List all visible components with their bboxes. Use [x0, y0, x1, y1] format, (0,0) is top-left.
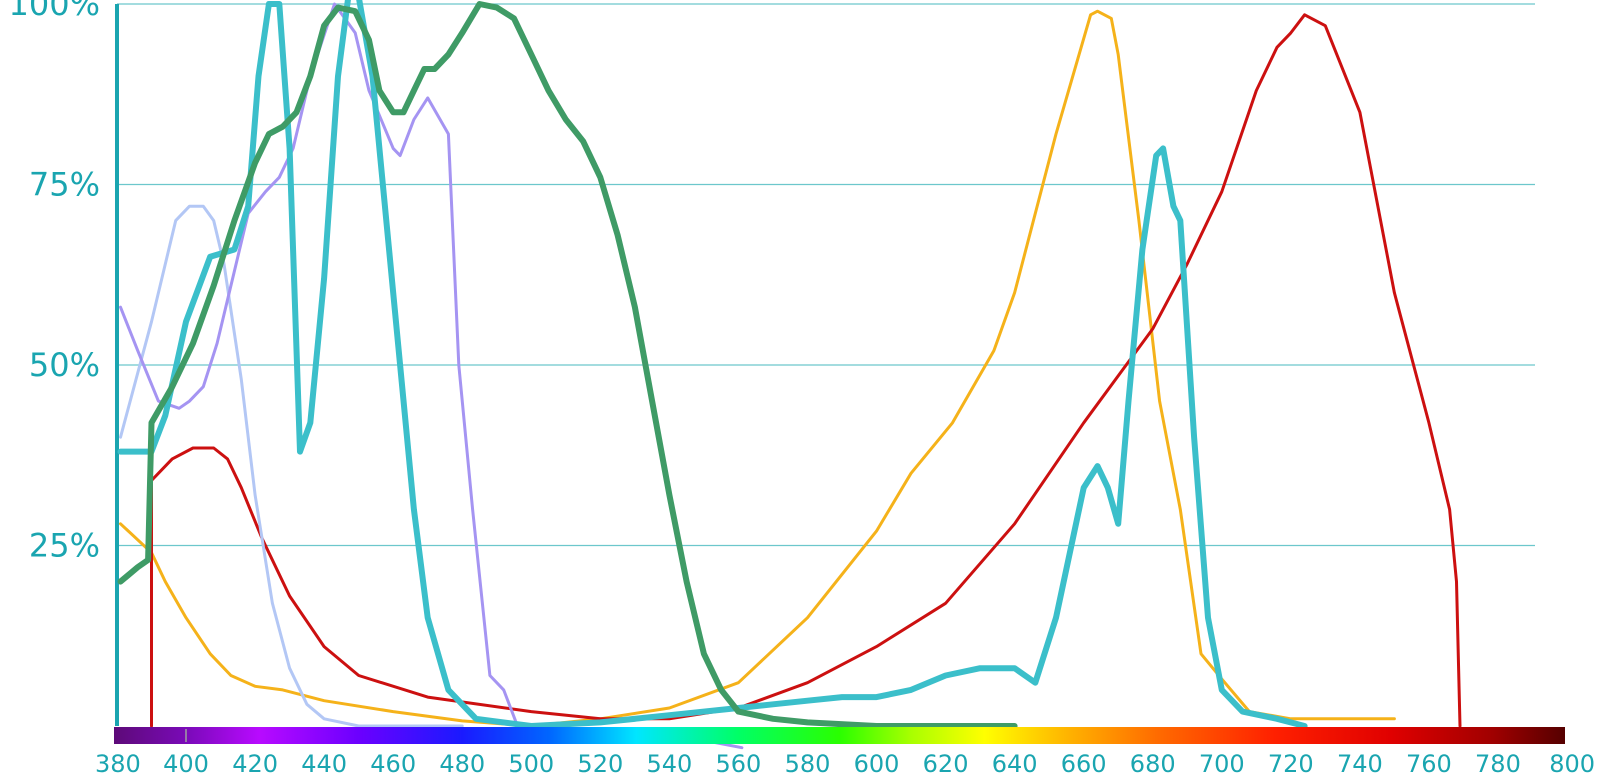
spectrum-bar [114, 727, 1565, 744]
series-line-3 [119, 204, 464, 728]
x-tick-label: 720 [1268, 750, 1314, 778]
x-tick-label: 420 [232, 750, 278, 778]
x-tick-label: 440 [301, 750, 347, 778]
series-line-4 [119, 2, 744, 750]
x-tick-label: 680 [1130, 750, 1176, 778]
x-tick-label: 780 [1475, 750, 1521, 778]
x-tick-label: 620 [923, 750, 969, 778]
x-tick-label: 660 [1061, 750, 1107, 778]
y-tick-labels: 25% 50% 75% 100% [9, 0, 100, 565]
x-tick-label: 520 [577, 750, 623, 778]
grid-lines [117, 3, 1535, 547]
x-tick-label: 560 [716, 750, 762, 778]
series-line-1 [119, 9, 1396, 728]
x-tick-label: 500 [508, 750, 554, 778]
x-tick-label: 400 [163, 750, 209, 778]
y-tick-label: 75% [29, 166, 100, 204]
y-tick-label: 25% [29, 527, 100, 565]
x-tick-label: 740 [1337, 750, 1383, 778]
x-tick-label: 540 [646, 750, 692, 778]
series-line-6 [117, 1, 1018, 729]
series-line-2 [150, 13, 1462, 728]
x-tick-label: 640 [992, 750, 1038, 778]
y-tick-label: 50% [29, 346, 100, 384]
x-tick-label: 800 [1549, 750, 1595, 778]
x-tick-labels: 380 400 420 440 460 480 500 520 540 560 580 600 620 6… [95, 750, 1595, 778]
x-tick-label: 700 [1199, 750, 1245, 778]
x-tick-label: 580 [785, 750, 831, 778]
series-group [117, 0, 1462, 750]
x-tick-label: 600 [854, 750, 900, 778]
x-tick-label: 460 [370, 750, 416, 778]
x-tick-label: 760 [1406, 750, 1452, 778]
x-tick-label: 380 [95, 750, 141, 778]
x-tick-label: 480 [439, 750, 485, 778]
series-line-5 [117, 0, 1308, 729]
y-tick-label: 100% [9, 0, 100, 23]
